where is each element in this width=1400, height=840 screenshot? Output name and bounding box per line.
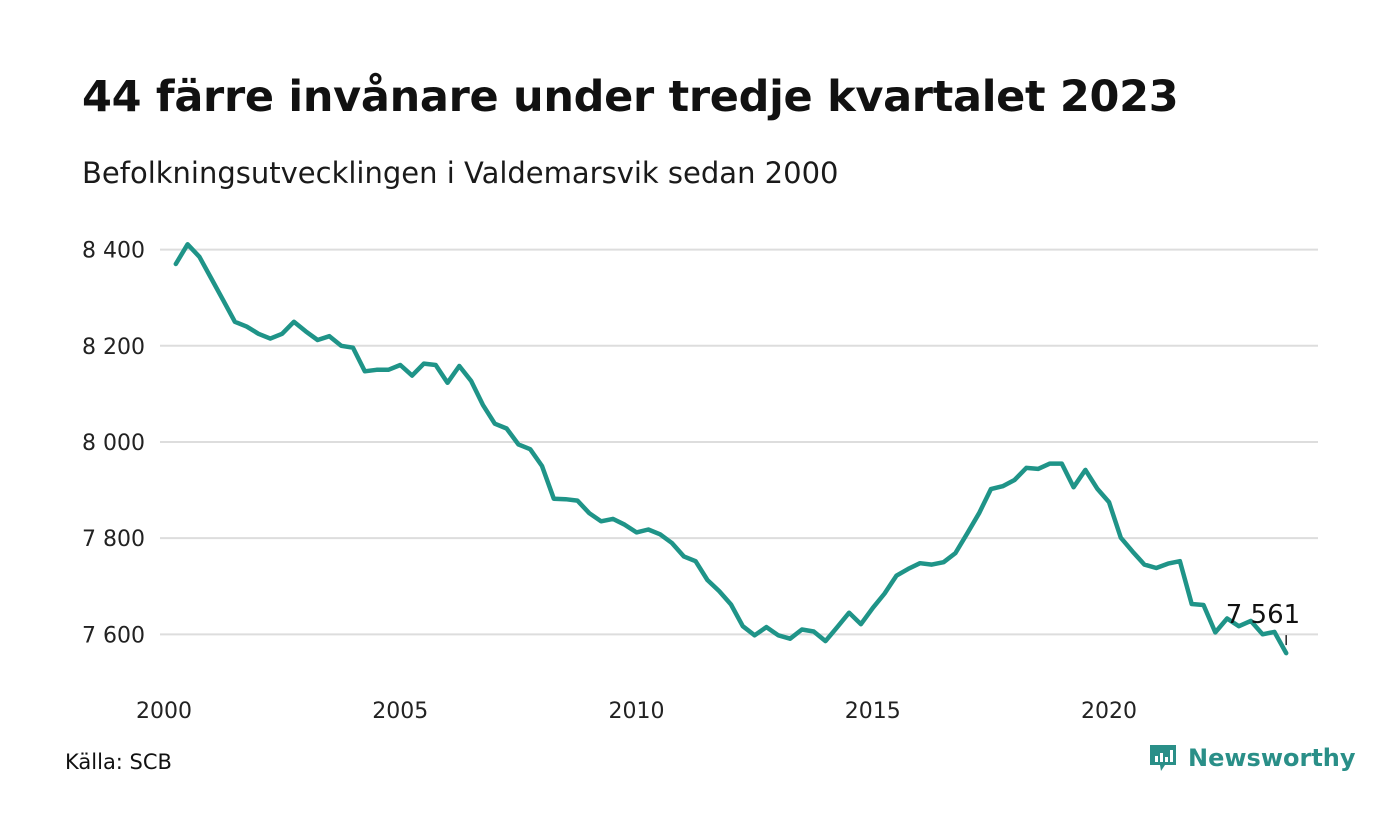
- series-layer: [173, 242, 1289, 656]
- source-note: Källa: SCB: [65, 750, 172, 774]
- brand-name: Newsworthy: [1188, 744, 1356, 772]
- y-tick-label: 7 600: [82, 623, 145, 648]
- y-tick-label: 8 000: [82, 431, 145, 456]
- x-tick-label: 2010: [609, 699, 665, 724]
- y-tick-label: 8 400: [82, 239, 145, 264]
- annotation-layer: 7 561: [1226, 600, 1300, 646]
- series-line: [173, 242, 1289, 656]
- y-tick-label: 8 200: [82, 335, 145, 360]
- y-axis-ticks: 7 600 7 800 8 000 8 200 8 400: [82, 239, 145, 649]
- brand-logo: Newsworthy: [1148, 743, 1356, 773]
- x-tick-label: 2015: [845, 699, 901, 724]
- x-axis-ticks: 2000 2005 2010 2015 2020: [136, 699, 1137, 724]
- x-tick-label: 2020: [1081, 699, 1137, 724]
- y-tick-label: 7 800: [82, 527, 145, 552]
- chart-title: 44 färre invånare under tredje kvartalet…: [82, 72, 1179, 122]
- chart-subtitle: Befolkningsutvecklingen i Valdemarsvik s…: [82, 156, 839, 190]
- gridlines: [160, 248, 1318, 636]
- bar-chart-icon: [1150, 745, 1176, 771]
- end-value-label: 7 561: [1226, 600, 1300, 630]
- x-tick-label: 2005: [372, 699, 428, 724]
- x-tick-label: 2000: [136, 699, 192, 724]
